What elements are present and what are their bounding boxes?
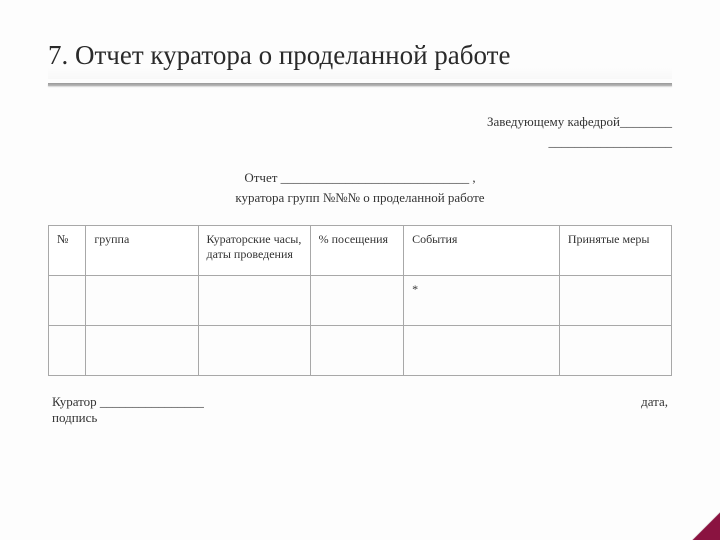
header-addressee-line2: ___________________ xyxy=(48,134,672,150)
header-addressee-line1: Заведующему кафедрой________ xyxy=(48,114,672,130)
cell-curatorial xyxy=(198,326,310,376)
cell-actions xyxy=(559,276,671,326)
cell-actions xyxy=(559,326,671,376)
report-table: № группа Кураторские часы, даты проведен… xyxy=(48,225,672,376)
title-underline xyxy=(48,83,672,86)
cell-group xyxy=(86,276,198,326)
cell-group xyxy=(86,326,198,376)
col-header-group: группа xyxy=(86,226,198,276)
cell-events xyxy=(404,326,560,376)
table-header-row: № группа Кураторские часы, даты проведен… xyxy=(49,226,672,276)
cell-num xyxy=(49,326,86,376)
col-header-curatorial: Кураторские часы, даты проведения xyxy=(198,226,310,276)
cell-events: * xyxy=(404,276,560,326)
col-header-num: № xyxy=(49,226,86,276)
col-header-attendance: % посещения xyxy=(310,226,403,276)
signature-caption: подпись xyxy=(52,410,204,426)
report-heading-line2: куратора групп №№№ о проделанной работе xyxy=(48,188,672,208)
page-fold-icon xyxy=(692,512,720,540)
report-heading: Отчет _____________________________ , ку… xyxy=(48,168,672,207)
table-row xyxy=(49,326,672,376)
table-row: * xyxy=(49,276,672,326)
cell-attendance xyxy=(310,326,403,376)
cell-attendance xyxy=(310,276,403,326)
footer: Куратор ________________ подпись дата, xyxy=(48,394,672,426)
report-heading-line1: Отчет _____________________________ , xyxy=(48,168,672,188)
col-header-events: События xyxy=(404,226,560,276)
footer-right: дата, xyxy=(641,394,668,426)
footer-left: Куратор ________________ подпись xyxy=(52,394,204,426)
cell-num xyxy=(49,276,86,326)
page-title: 7. Отчет куратора о проделанной работе xyxy=(48,40,672,79)
signature-line: Куратор ________________ xyxy=(52,394,204,410)
cell-curatorial xyxy=(198,276,310,326)
col-header-actions: Принятые меры xyxy=(559,226,671,276)
